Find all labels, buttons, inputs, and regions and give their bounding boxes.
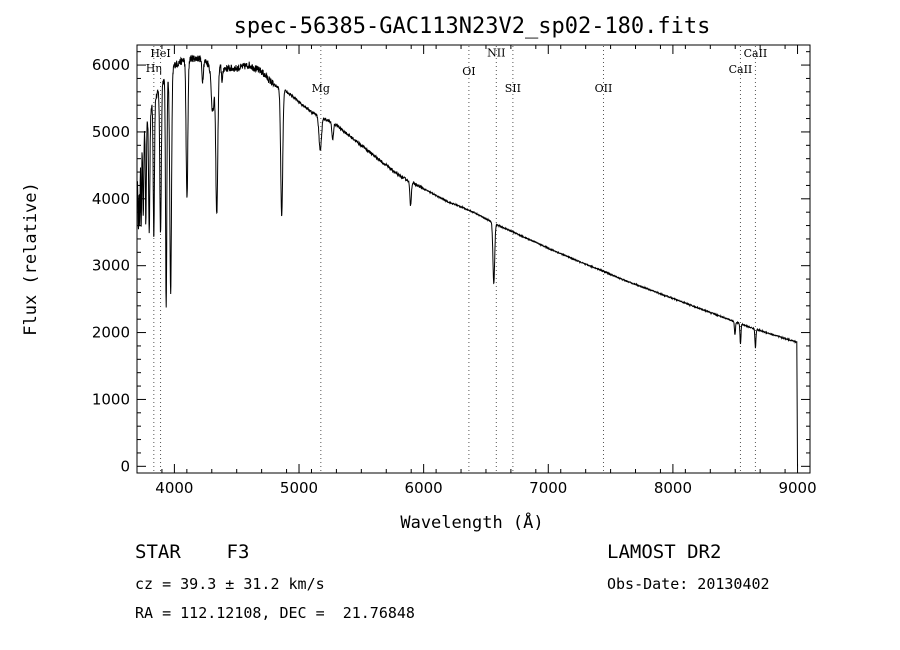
x-tick-label: 4000 <box>155 479 193 497</box>
y-tick-label: 1000 <box>92 390 130 408</box>
spectral-line-label: CaII <box>744 47 768 60</box>
spectral-line-label: HeI <box>150 47 170 60</box>
x-tick-label: 8000 <box>654 479 692 497</box>
y-tick-label: 6000 <box>92 56 130 74</box>
chart-title: spec-56385-GAC113N23V2_sp02-180.fits <box>234 14 711 39</box>
ra-dec-coordinates: RA = 112.12108, DEC = 21.76848 <box>135 604 415 622</box>
spectral-line-label: OII <box>595 82 613 95</box>
spectral-line-label: OI <box>462 65 475 78</box>
y-tick-label: 3000 <box>92 257 130 275</box>
spectral-line-label: Mg <box>312 82 330 95</box>
spectral-line-label: Hη <box>146 62 162 75</box>
object-class: STAR F3 <box>135 541 250 563</box>
redshift-cz: cz = 39.3 ± 31.2 km/s <box>135 575 325 593</box>
observation-date: Obs-Date: 20130402 <box>607 575 770 593</box>
x-tick-label: 6000 <box>405 479 443 497</box>
axis-ticks: 4000 5000 6000 7000 8000 9000 0 1000 2000 3000 400… <box>92 45 817 497</box>
spectral-line-label: CaII <box>729 63 753 76</box>
spectral-line-label: SII <box>505 82 521 95</box>
spectral-line-markers: Hη HeI Mg OI NII SII OII CaII CaII <box>146 46 768 472</box>
spectrum-series-line <box>136 54 798 467</box>
spectral-line-label: NII <box>487 46 505 59</box>
x-tick-label: 5000 <box>280 479 318 497</box>
y-tick-label: 5000 <box>92 123 130 141</box>
plot-frame <box>136 44 811 474</box>
x-tick-label: 9000 <box>778 479 816 497</box>
x-tick-label: 7000 <box>529 479 567 497</box>
y-axis-label: Flux (relative) <box>21 182 41 336</box>
y-tick-label: 4000 <box>92 190 130 208</box>
y-tick-label: 2000 <box>92 324 130 342</box>
spectrum-chart: spec-56385-GAC113N23V2_sp02-180.fits HηH… <box>21 14 817 533</box>
survey-name: LAMOST DR2 <box>607 541 722 563</box>
y-tick-label: 0 <box>120 457 130 475</box>
x-axis-label: Wavelength (Å) <box>400 511 543 533</box>
